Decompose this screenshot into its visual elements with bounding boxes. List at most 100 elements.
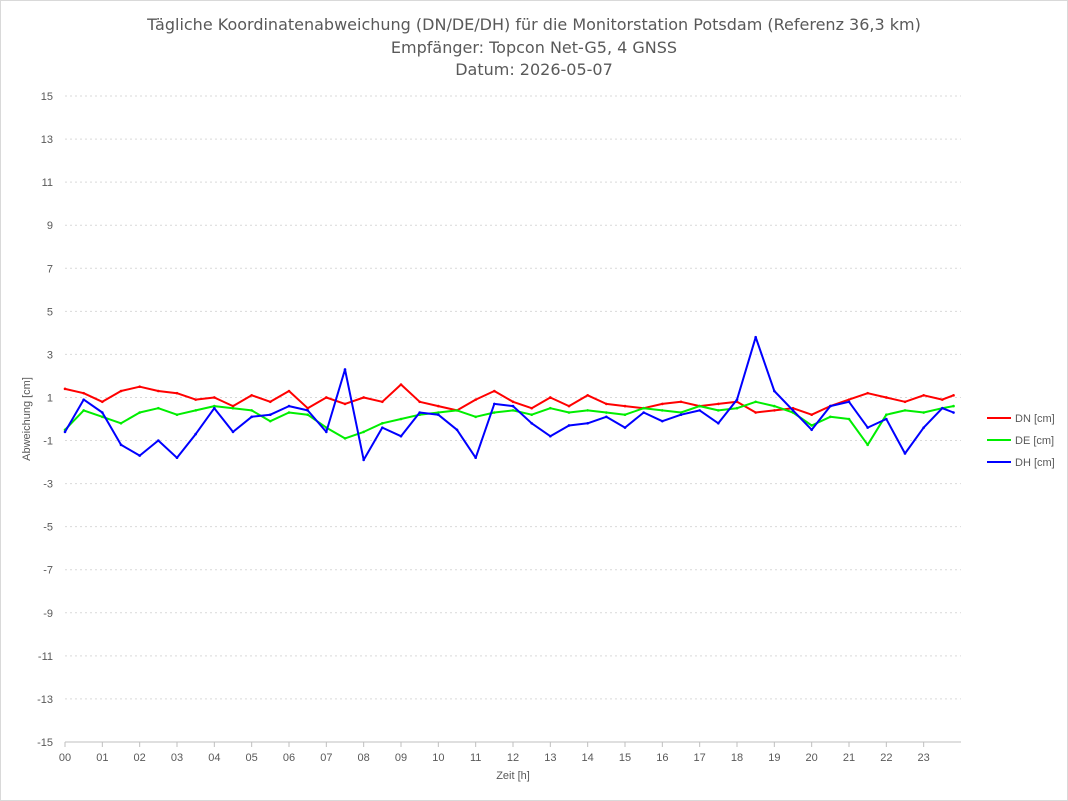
data-point xyxy=(493,389,496,393)
y-tick-label: 11 xyxy=(42,177,53,189)
x-tick-label: 23 xyxy=(918,752,930,764)
data-point xyxy=(418,400,421,404)
data-point xyxy=(810,428,813,432)
data-point xyxy=(866,443,869,447)
data-point xyxy=(213,396,216,399)
x-axis-title: Zeit [h] xyxy=(496,770,530,782)
data-point xyxy=(567,424,571,427)
data-point xyxy=(903,452,907,455)
data-point xyxy=(138,385,141,389)
data-point xyxy=(661,409,664,412)
data-point xyxy=(847,400,851,404)
data-point xyxy=(586,409,589,412)
data-point xyxy=(866,391,869,395)
data-point xyxy=(231,406,235,410)
data-point xyxy=(362,430,365,434)
data-point xyxy=(511,400,515,404)
data-point xyxy=(157,439,160,442)
data-point xyxy=(717,409,720,412)
y-tick-label: -15 xyxy=(37,737,53,749)
data-point xyxy=(399,434,403,438)
y-axis-title: Abweichung [cm] xyxy=(21,377,33,461)
data-point xyxy=(623,413,627,416)
data-point xyxy=(63,387,67,391)
x-tick-label: 03 xyxy=(171,752,183,764)
data-point xyxy=(952,394,955,397)
data-point xyxy=(885,417,888,421)
data-point xyxy=(605,415,608,419)
series-lines xyxy=(63,335,955,462)
data-point xyxy=(549,406,552,410)
x-tick-label: 04 xyxy=(208,752,220,764)
data-point xyxy=(698,409,701,412)
data-point xyxy=(437,404,440,408)
data-point xyxy=(175,456,179,460)
data-point xyxy=(735,398,739,401)
data-point xyxy=(381,400,384,404)
title-line-3: Datum: 2026-05-07 xyxy=(455,60,613,79)
data-point xyxy=(754,411,757,414)
data-point xyxy=(101,415,104,419)
data-point xyxy=(810,413,813,416)
data-point xyxy=(623,404,627,408)
data-point xyxy=(773,389,776,393)
x-tick-label: 09 xyxy=(395,752,407,764)
data-point xyxy=(381,422,384,425)
y-tick-label: -9 xyxy=(43,608,53,620)
data-point xyxy=(474,415,477,419)
data-point xyxy=(362,458,365,462)
y-tick-label: 15 xyxy=(41,91,53,103)
data-point xyxy=(455,409,459,412)
data-point xyxy=(119,443,123,447)
data-point xyxy=(194,398,197,401)
x-tick-label: 16 xyxy=(656,752,668,764)
data-point xyxy=(903,400,907,404)
data-point xyxy=(810,424,813,427)
y-axis-ticks: 15 13 11 9 7 5 3 1 -1 -3 -5 -7 -9 -11 -13 -15 xyxy=(37,91,53,749)
data-point xyxy=(661,402,664,406)
data-point xyxy=(63,430,67,434)
data-point xyxy=(717,402,720,406)
data-point xyxy=(175,413,179,416)
y-tick-label: 3 xyxy=(47,349,53,361)
data-point xyxy=(605,402,608,406)
data-point xyxy=(250,415,253,419)
data-point xyxy=(418,411,421,414)
data-point xyxy=(119,422,123,425)
data-point xyxy=(642,411,645,414)
data-point xyxy=(605,411,608,414)
data-point xyxy=(952,411,955,414)
data-point xyxy=(567,411,571,414)
data-point xyxy=(829,415,832,419)
data-point xyxy=(623,426,627,429)
data-point xyxy=(885,413,888,416)
data-point xyxy=(493,411,496,414)
data-point xyxy=(325,430,328,434)
x-tick-label: 14 xyxy=(582,752,594,764)
x-tick-label: 01 xyxy=(96,752,108,764)
y-tick-label: -1 xyxy=(43,436,53,448)
legend-label: DN [cm] xyxy=(1015,413,1055,425)
y-tick-label: -11 xyxy=(38,651,53,663)
data-point xyxy=(455,428,459,432)
x-tick-label: 15 xyxy=(619,752,631,764)
data-point xyxy=(343,437,347,440)
x-tick-label: 22 xyxy=(880,752,892,764)
data-point xyxy=(586,422,589,425)
legend-label: DH [cm] xyxy=(1015,457,1055,469)
data-point xyxy=(474,398,477,401)
data-point xyxy=(138,454,141,457)
x-tick-label: 18 xyxy=(731,752,743,764)
data-point xyxy=(306,406,309,410)
data-point xyxy=(101,400,104,404)
y-tick-label: 9 xyxy=(47,220,53,232)
data-point xyxy=(952,404,955,408)
y-tick-label: -7 xyxy=(43,565,53,577)
data-point xyxy=(922,411,925,414)
data-point xyxy=(903,409,907,412)
data-point xyxy=(941,398,944,401)
data-point xyxy=(138,411,141,414)
data-point xyxy=(530,422,533,425)
x-tick-label: 05 xyxy=(246,752,258,764)
